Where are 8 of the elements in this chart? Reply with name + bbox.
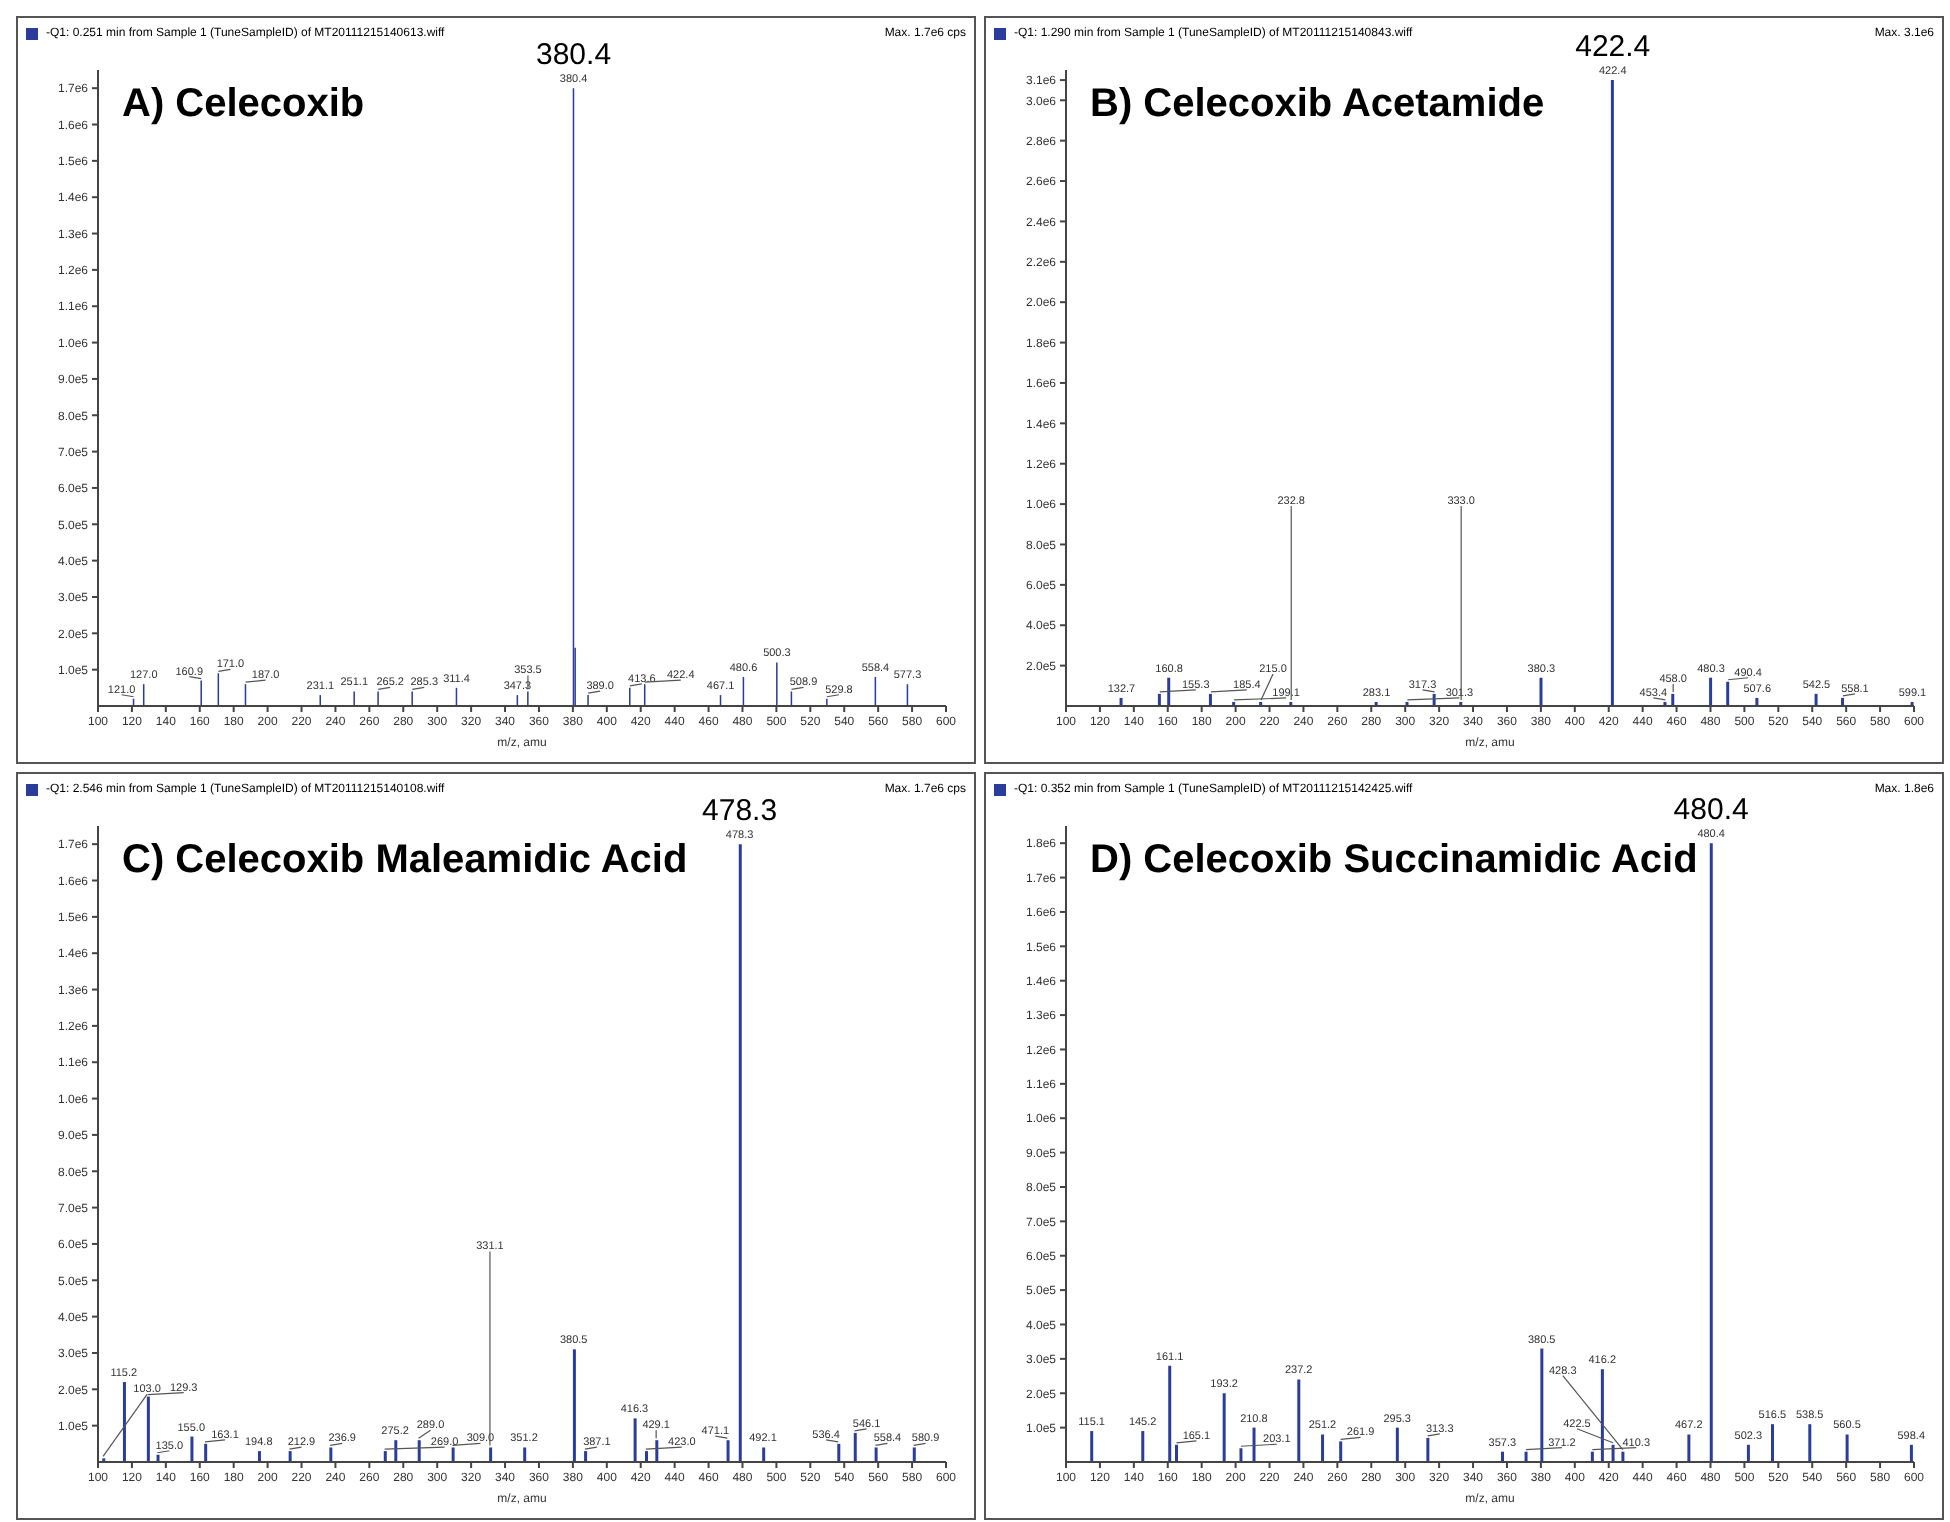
chart-title: C) Celecoxib Maleamidic Acid	[122, 838, 688, 884]
chart-title: B) Celecoxib Acetamide	[1090, 82, 1545, 128]
chart-title: A) Celecoxib	[122, 82, 365, 128]
chart-title: D) Celecoxib Succinamidic Acid	[1090, 838, 1698, 884]
annotation: 480.4	[1673, 793, 1749, 828]
annotation: 380.4	[536, 38, 612, 73]
annotation: 478.3	[702, 794, 778, 829]
annotation: 422.4	[1575, 30, 1651, 65]
